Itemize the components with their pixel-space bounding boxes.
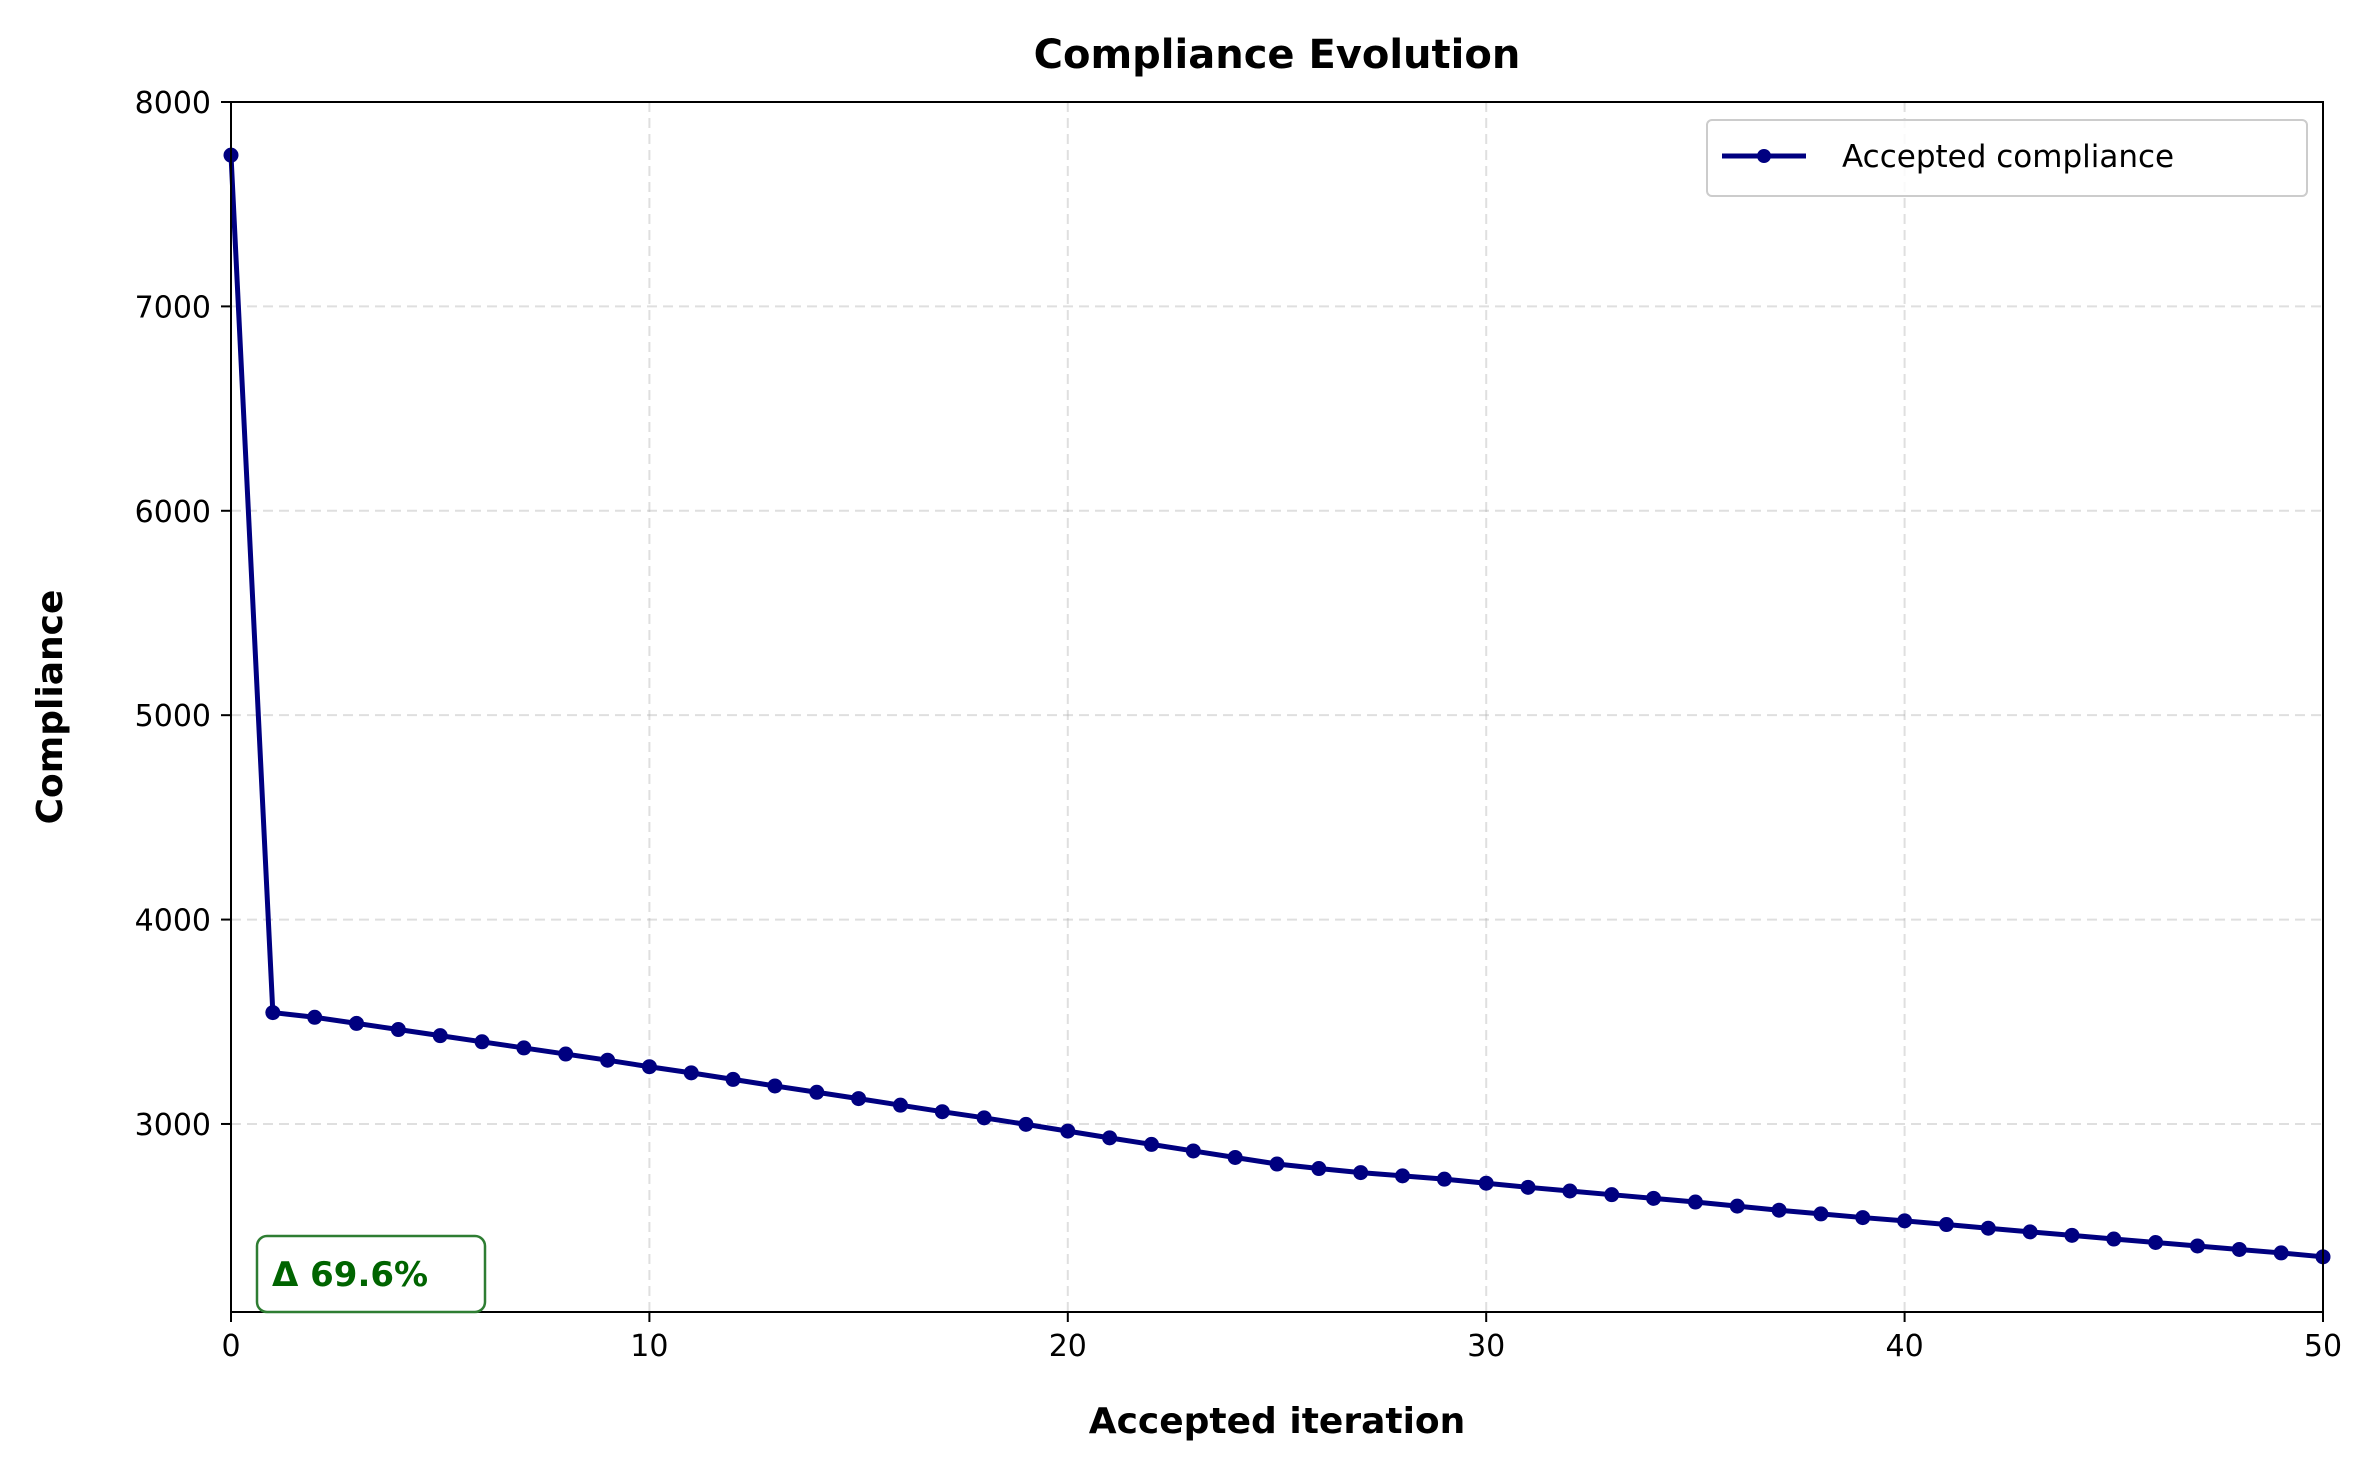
y-tick-label: 8000 [135,86,211,121]
y-tick-label: 4000 [135,904,211,939]
x-axis-label: Accepted iteration [1089,1401,1466,1442]
data-point [1185,1143,1201,1159]
data-point [1562,1183,1578,1199]
x-tick-label: 10 [630,1329,668,1364]
data-point [1353,1165,1369,1181]
data-point [1018,1116,1034,1132]
x-tick-label: 20 [1049,1329,1087,1364]
x-tick-label: 40 [1886,1329,1924,1364]
data-point [265,1005,281,1021]
data-point [349,1015,365,1031]
data-point [600,1052,616,1068]
x-tick-label: 30 [1467,1329,1505,1364]
data-point [2106,1231,2122,1247]
data-point [1687,1194,1703,1210]
data-point [641,1059,657,1075]
data-point [307,1009,323,1025]
data-point [1102,1130,1118,1146]
data-point [851,1091,867,1107]
reduction-annotation: Δ 69.6% [255,1234,487,1314]
data-point [1143,1136,1159,1152]
data-point [2189,1238,2205,1254]
legend-box [1706,119,2308,197]
x-tick-label: 0 [221,1329,240,1364]
y-tick-label: 7000 [135,290,211,325]
annotation-text: Δ 69.6% [272,1255,428,1295]
data-point [2064,1227,2080,1243]
series-layer [223,147,2331,1265]
data-point [1436,1171,1452,1187]
data-point [1646,1190,1662,1206]
legend-entry-label: Accepted compliance [1842,139,2174,175]
data-point [516,1040,532,1056]
axis-ticks: 0 10 20 30 40 50 3000 4000 5000 6000 7000 8000 [135,86,2342,1364]
data-point [1478,1175,1494,1191]
y-tick-label: 5000 [135,699,211,734]
data-point [1897,1213,1913,1229]
data-point [1311,1161,1327,1177]
data-point [432,1028,448,1044]
data-point [934,1104,950,1120]
data-point [558,1046,574,1062]
data-point [1520,1179,1536,1195]
data-point [1729,1198,1745,1214]
data-point [1604,1187,1620,1203]
data-point [892,1097,908,1113]
data-point [1771,1202,1787,1218]
data-point [1269,1156,1285,1172]
data-point [725,1071,741,1087]
legend-marker-swatch [1757,149,1771,163]
data-point [683,1065,699,1081]
data-point [1060,1123,1076,1139]
y-tick-label: 3000 [135,1108,211,1143]
plot-frame [230,101,2324,1313]
chart-title: Compliance Evolution [1034,32,1521,78]
annotation-box [255,1234,487,1314]
data-point [1227,1149,1243,1165]
data-point [2148,1235,2164,1251]
y-axis-label: Compliance [30,590,71,825]
data-point [1855,1210,1871,1226]
legend: Accepted compliance [1706,119,2308,197]
data-point [767,1078,783,1094]
y-tick-label: 6000 [135,495,211,530]
data-point [2231,1241,2247,1257]
data-point [1980,1220,1996,1236]
data-point [474,1034,490,1050]
data-point [1813,1206,1829,1222]
data-point [976,1110,992,1126]
data-point [809,1084,825,1100]
data-point [1395,1168,1411,1184]
data-point [2273,1245,2289,1261]
data-point [1938,1217,1954,1233]
x-tick-label: 50 [2304,1329,2342,1364]
data-point [2022,1224,2038,1240]
data-point [390,1022,406,1038]
